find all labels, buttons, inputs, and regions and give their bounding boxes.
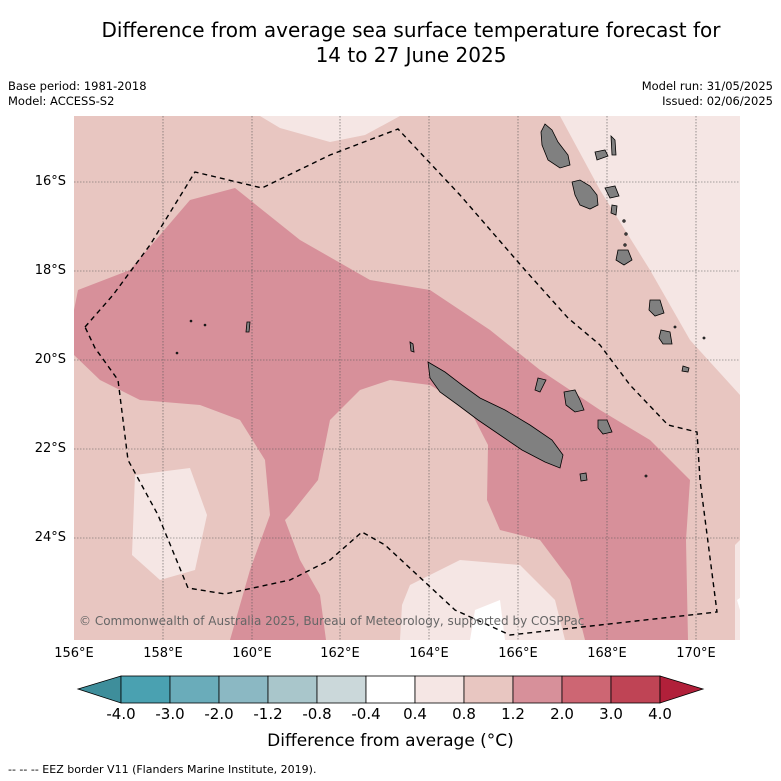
colorbar-bin bbox=[463, 675, 514, 704]
colorbar-tick: 4.0 bbox=[648, 705, 672, 723]
anomaly-fill-1.2-2.0 bbox=[74, 188, 690, 640]
new-caledonia-island bbox=[427, 361, 564, 469]
colorbar-bin bbox=[512, 675, 563, 704]
lon-label: 160°E bbox=[232, 646, 272, 661]
vanuatu-island-espiritu bbox=[571, 179, 599, 210]
model-name: Model: ACCESS-S2 bbox=[8, 94, 115, 108]
colorbar-tick: -2.0 bbox=[204, 705, 234, 723]
vanuatu-island-north bbox=[540, 123, 571, 169]
colorbar-tick: -1.2 bbox=[253, 705, 283, 723]
colorbar-bin bbox=[169, 675, 220, 704]
copyright-notice: © Commonwealth of Australia 2025, Bureau… bbox=[79, 614, 585, 628]
colorbar-extend-low bbox=[76, 675, 122, 704]
lon-label: 164°E bbox=[409, 646, 449, 661]
lat-label: 22°S bbox=[34, 441, 66, 456]
lat-label: 18°S bbox=[34, 263, 66, 278]
lat-label: 24°S bbox=[34, 530, 66, 545]
anomaly-fill-0.4-0.8-north bbox=[260, 116, 400, 142]
colorbar-bin bbox=[267, 675, 318, 704]
model-run: Model run: 31/05/2025 bbox=[641, 79, 773, 93]
loyalty-island-lifou bbox=[563, 389, 585, 413]
anomaly-fill-0.4-0.8-east bbox=[560, 116, 740, 395]
anomaly-fill-0.4-0.8-west bbox=[132, 468, 207, 580]
colorbar-tick: 0.8 bbox=[452, 705, 476, 723]
graticule bbox=[74, 116, 740, 640]
sst-anomaly-map bbox=[74, 116, 740, 640]
colorbar-bin bbox=[120, 675, 171, 704]
colorbar-tick: 0.4 bbox=[403, 705, 427, 723]
title-line-1: Difference from average sea surface temp… bbox=[101, 18, 721, 42]
land-masses bbox=[175, 123, 706, 482]
base-period: Base period: 1981-2018 bbox=[8, 79, 147, 93]
lon-label: 166°E bbox=[498, 646, 538, 661]
colorbar-tick: 2.0 bbox=[550, 705, 574, 723]
colorbar-tick: -0.4 bbox=[351, 705, 381, 723]
lon-label: 168°E bbox=[587, 646, 627, 661]
lon-label: 158°E bbox=[143, 646, 183, 661]
colorbar-bin bbox=[561, 675, 612, 704]
colorbar-bin bbox=[610, 675, 661, 704]
meta-left: Base period: 1981-2018 Model: ACCESS-S2 bbox=[8, 79, 147, 109]
lon-label: 156°E bbox=[54, 646, 94, 661]
lat-label: 16°S bbox=[34, 174, 66, 189]
chart-title: Difference from average sea surface temp… bbox=[0, 18, 781, 68]
lon-label: 162°E bbox=[320, 646, 360, 661]
lon-label: 170°E bbox=[676, 646, 716, 661]
eez-footnote: -- -- -- EEZ border V11 (Flanders Marine… bbox=[8, 763, 317, 776]
colorbar-tick: 3.0 bbox=[599, 705, 623, 723]
eez-border bbox=[84, 128, 718, 636]
colorbar-bin bbox=[414, 675, 465, 704]
colorbar-bin bbox=[365, 675, 416, 704]
colorbar-bin bbox=[316, 675, 367, 704]
colorbar-bin bbox=[218, 675, 269, 704]
anomaly-fill-white bbox=[470, 600, 505, 640]
anomaly-fill-0.4-0.8-south bbox=[400, 560, 565, 640]
colorbar-extend-high bbox=[659, 675, 705, 704]
title-line-2: 14 to 27 June 2025 bbox=[315, 43, 507, 67]
colorbar-tick: -4.0 bbox=[106, 705, 136, 723]
colorbar-tick: 1.2 bbox=[501, 705, 525, 723]
loyalty-island-mare bbox=[597, 419, 613, 435]
lat-label: 20°S bbox=[34, 352, 66, 367]
colorbar-tick: -0.8 bbox=[302, 705, 332, 723]
colorbar-label: Difference from average (°C) bbox=[267, 731, 514, 751]
issued-date: Issued: 02/06/2025 bbox=[662, 94, 773, 108]
colorbar-tick: -3.0 bbox=[155, 705, 185, 723]
colorbar bbox=[76, 675, 705, 704]
meta-right: Model run: 31/05/2025 Issued: 02/06/2025 bbox=[642, 79, 773, 109]
